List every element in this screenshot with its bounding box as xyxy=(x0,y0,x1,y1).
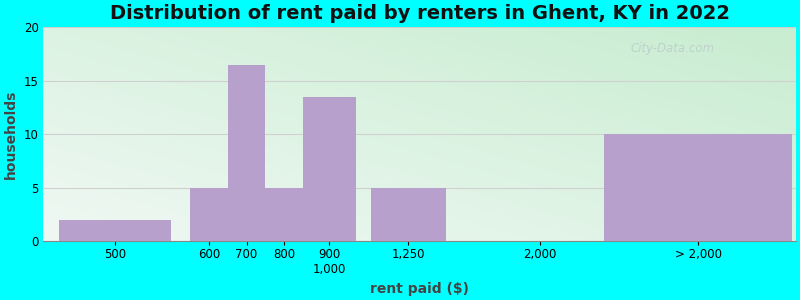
Title: Distribution of rent paid by renters in Ghent, KY in 2022: Distribution of rent paid by renters in … xyxy=(110,4,730,23)
Y-axis label: households: households xyxy=(4,90,18,179)
Bar xyxy=(303,97,356,241)
Bar xyxy=(370,188,446,241)
Bar xyxy=(266,188,303,241)
Bar xyxy=(228,65,266,241)
Bar xyxy=(190,188,228,241)
X-axis label: rent paid ($): rent paid ($) xyxy=(370,282,469,296)
Text: City-Data.com: City-Data.com xyxy=(630,43,714,56)
Bar xyxy=(58,220,171,241)
Bar xyxy=(604,134,792,241)
